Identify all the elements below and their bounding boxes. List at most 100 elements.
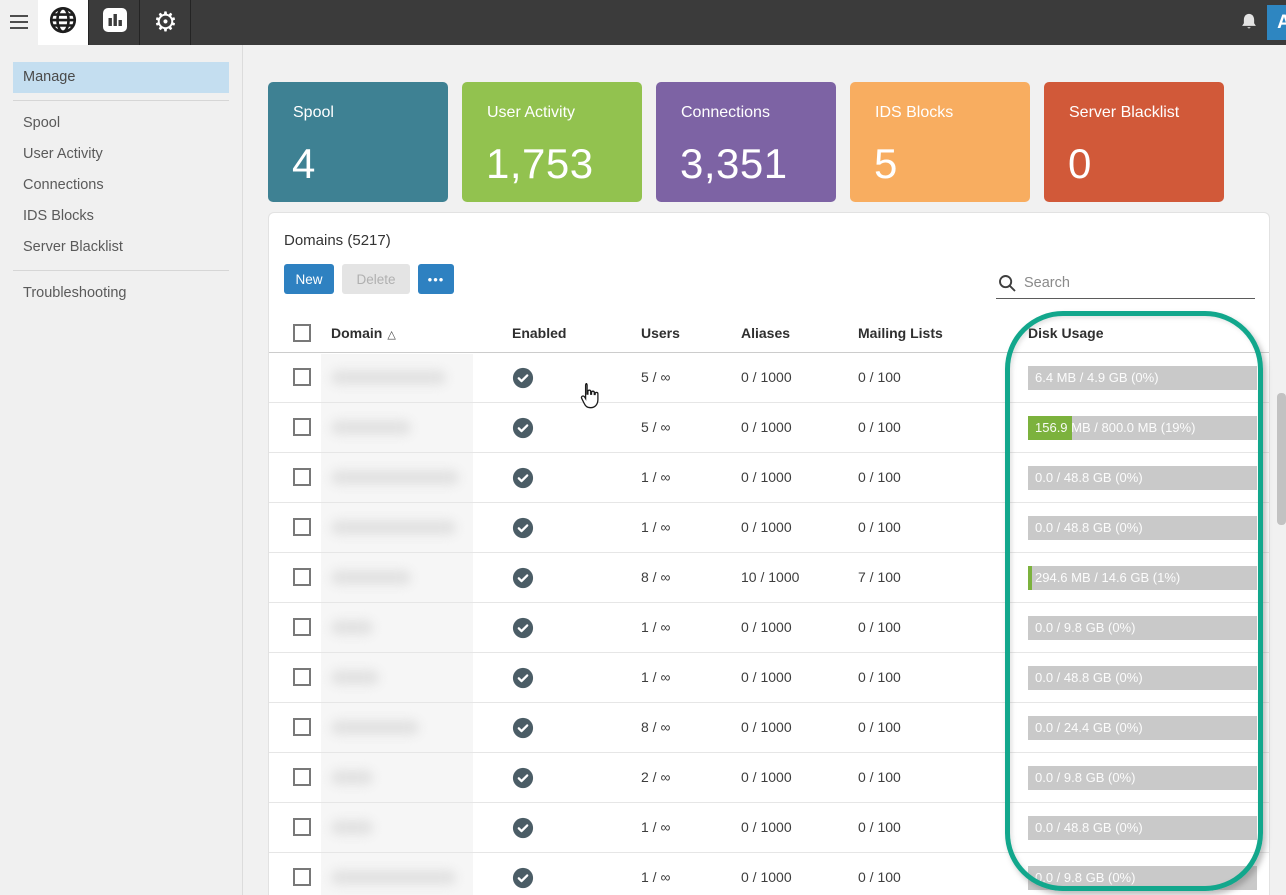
disk-usage-bar: 0.0 / 9.8 GB (0%) — [1028, 766, 1257, 790]
row-checkbox[interactable] — [293, 668, 311, 686]
disk-usage-label: 0.0 / 48.8 GB (0%) — [1035, 670, 1143, 685]
column-header-aliases[interactable]: Aliases — [741, 325, 791, 341]
column-header-enabled[interactable]: Enabled — [512, 325, 567, 341]
column-header-domain[interactable]: Domain △ — [331, 325, 396, 341]
stat-card-title: IDS Blocks — [875, 104, 954, 121]
sidebar-item-user-activity[interactable]: User Activity — [23, 146, 103, 162]
stat-card-user-activity[interactable]: User Activity 1,753 — [462, 82, 642, 202]
column-header-users[interactable]: Users — [641, 325, 680, 341]
table-rows: 5 / ∞ 0 / 1000 0 / 100 6.4 MB / 4.9 GB (0%)… — [269, 353, 1269, 895]
row-checkbox[interactable] — [293, 768, 311, 786]
domain-redacted — [331, 870, 456, 885]
table-row[interactable]: 8 / ∞ 10 / 1000 7 / 100 294.6 MB / 14.6 GB … — [269, 553, 1269, 603]
notification-bell-icon[interactable] — [1238, 11, 1260, 35]
stat-card-title: User Activity — [487, 104, 576, 121]
column-header-disk-usage[interactable]: Disk Usage — [1028, 325, 1104, 341]
sidebar: Manage Spool User Activity Connections IDS B… — [0, 45, 243, 895]
sidebar-item-manage[interactable]: Manage — [13, 62, 229, 93]
disk-usage-bar: 0.0 / 9.8 GB (0%) — [1028, 866, 1257, 890]
topbar: ⚙ A — [0, 0, 1286, 45]
stat-card-title: Server Blacklist — [1069, 104, 1180, 121]
aliases-cell: 0 / 1000 — [741, 369, 792, 385]
disk-usage-bar: 0.0 / 24.4 GB (0%) — [1028, 716, 1257, 740]
tab-reports[interactable] — [90, 0, 140, 45]
tab-domains[interactable] — [38, 0, 89, 45]
table-row[interactable]: 1 / ∞ 0 / 1000 0 / 100 0.0 / 48.8 GB (0%) — [269, 803, 1269, 853]
mailing-lists-cell: 0 / 100 — [858, 769, 901, 785]
disk-usage-label: 0.0 / 48.8 GB (0%) — [1035, 520, 1143, 535]
table-row[interactable]: 1 / ∞ 0 / 1000 0 / 100 0.0 / 48.8 GB (0%) — [269, 453, 1269, 503]
sidebar-item-server-blacklist[interactable]: Server Blacklist — [23, 239, 123, 255]
sidebar-item-troubleshooting[interactable]: Troubleshooting — [23, 285, 127, 301]
sort-asc-icon: △ — [387, 329, 396, 341]
domain-redacted — [331, 420, 411, 435]
table-row[interactable]: 1 / ∞ 0 / 1000 0 / 100 0.0 / 48.8 GB (0%) — [269, 503, 1269, 553]
aliases-cell: 0 / 1000 — [741, 669, 792, 685]
stat-cards: Spool 4 User Activity 1,753 Connections 3,351… — [268, 82, 1268, 202]
stat-card-spool[interactable]: Spool 4 — [268, 82, 448, 202]
stat-card-server-blacklist[interactable]: Server Blacklist 0 — [1044, 82, 1224, 202]
disk-usage-label: 0.0 / 9.8 GB (0%) — [1035, 770, 1136, 785]
table-row[interactable]: 8 / ∞ 0 / 1000 0 / 100 0.0 / 24.4 GB (0%) — [269, 703, 1269, 753]
sidebar-item-spool[interactable]: Spool — [23, 115, 61, 131]
table-row[interactable]: 1 / ∞ 0 / 1000 0 / 100 0.0 / 9.8 GB (0%) — [269, 603, 1269, 653]
stat-card-title: Connections — [681, 104, 770, 121]
stat-card-ids-blocks[interactable]: IDS Blocks 5 — [850, 82, 1030, 202]
domain-redacted — [331, 770, 373, 785]
users-cell: 1 / ∞ — [641, 669, 671, 685]
hamburger-menu-icon[interactable] — [10, 15, 28, 29]
users-cell: 2 / ∞ — [641, 769, 671, 785]
aliases-cell: 0 / 1000 — [741, 719, 792, 735]
vertical-scrollbar-thumb[interactable] — [1277, 393, 1286, 525]
search-input[interactable] — [1024, 271, 1249, 295]
stat-card-connections[interactable]: Connections 3,351 — [656, 82, 836, 202]
row-checkbox[interactable] — [293, 618, 311, 636]
sidebar-item-connections[interactable]: Connections — [23, 177, 104, 193]
row-checkbox[interactable] — [293, 518, 311, 536]
column-header-mailing-lists[interactable]: Mailing Lists — [858, 325, 943, 341]
disk-usage-label: 0.0 / 9.8 GB (0%) — [1035, 870, 1136, 885]
disk-usage-label: 0.0 / 48.8 GB (0%) — [1035, 820, 1143, 835]
user-avatar[interactable]: A — [1267, 5, 1286, 40]
table-row[interactable]: 2 / ∞ 0 / 1000 0 / 100 0.0 / 9.8 GB (0%) — [269, 753, 1269, 803]
domain-redacted — [331, 370, 446, 385]
disk-usage-bar: 0.0 / 48.8 GB (0%) — [1028, 466, 1257, 490]
disk-usage-bar: 156.9 MB / 800.0 MB (19%) — [1028, 416, 1257, 440]
mailing-lists-cell: 0 / 100 — [858, 369, 901, 385]
disk-usage-bar: 0.0 / 9.8 GB (0%) — [1028, 616, 1257, 640]
mailing-lists-cell: 7 / 100 — [858, 569, 901, 585]
domain-redacted — [331, 570, 411, 585]
enabled-check-icon — [512, 817, 534, 839]
row-checkbox[interactable] — [293, 568, 311, 586]
bar-chart-icon — [102, 7, 128, 38]
enabled-check-icon — [512, 617, 534, 639]
disk-usage-bar: 0.0 / 48.8 GB (0%) — [1028, 666, 1257, 690]
table-row[interactable]: 5 / ∞ 0 / 1000 0 / 100 6.4 MB / 4.9 GB (0%) — [269, 353, 1269, 403]
delete-button[interactable]: Delete — [342, 264, 410, 294]
row-checkbox[interactable] — [293, 818, 311, 836]
row-checkbox[interactable] — [293, 418, 311, 436]
mailing-lists-cell: 0 / 100 — [858, 419, 901, 435]
tab-settings[interactable]: ⚙ — [141, 0, 191, 45]
domain-redacted — [331, 470, 459, 485]
panel-title: Domains (5217) — [284, 232, 391, 249]
table-row[interactable]: 1 / ∞ 0 / 1000 0 / 100 0.0 / 48.8 GB (0%) — [269, 653, 1269, 703]
row-checkbox[interactable] — [293, 468, 311, 486]
more-actions-button[interactable]: ••• — [418, 264, 454, 294]
disk-usage-bar: 0.0 / 48.8 GB (0%) — [1028, 816, 1257, 840]
stat-card-value: 4 — [292, 140, 316, 187]
new-button[interactable]: New — [284, 264, 334, 294]
aliases-cell: 0 / 1000 — [741, 819, 792, 835]
enabled-check-icon — [512, 367, 534, 389]
enabled-check-icon — [512, 667, 534, 689]
row-checkbox[interactable] — [293, 368, 311, 386]
sidebar-item-ids-blocks[interactable]: IDS Blocks — [23, 208, 94, 224]
table-row[interactable]: 5 / ∞ 0 / 1000 0 / 100 156.9 MB / 800.0 MB … — [269, 403, 1269, 453]
aliases-cell: 0 / 1000 — [741, 619, 792, 635]
table-row[interactable]: 1 / ∞ 0 / 1000 0 / 100 0.0 / 9.8 GB (0%) — [269, 853, 1269, 895]
select-all-checkbox[interactable] — [293, 324, 311, 342]
users-cell: 8 / ∞ — [641, 719, 671, 735]
row-checkbox[interactable] — [293, 718, 311, 736]
row-checkbox[interactable] — [293, 868, 311, 886]
users-cell: 8 / ∞ — [641, 569, 671, 585]
